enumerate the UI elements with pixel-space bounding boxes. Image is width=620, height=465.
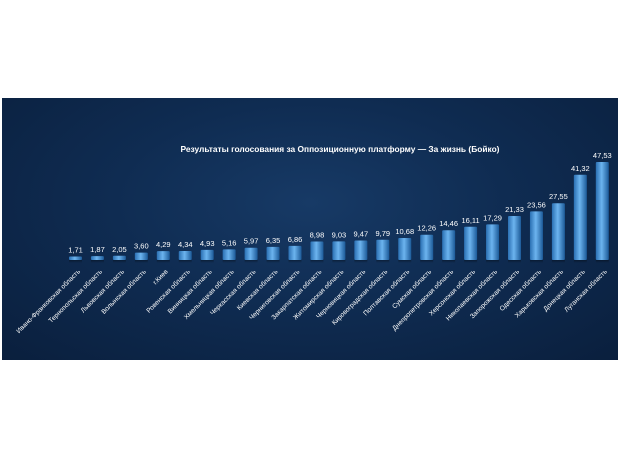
bar-21 [508, 216, 521, 260]
bar-shadow-7 [200, 260, 214, 263]
bar-shadow-11 [288, 260, 302, 263]
bar-22 [529, 211, 543, 260]
value-label-18: 14,46 [439, 219, 458, 228]
value-label-6: 4,34 [178, 240, 193, 249]
bar-shadow-6 [178, 260, 192, 263]
value-label-25: 47,53 [593, 151, 612, 160]
value-label-21: 21,33 [505, 205, 524, 214]
bar-shadow-22 [529, 260, 543, 263]
value-label-5: 4,29 [156, 240, 171, 249]
bar-shadow-1 [69, 260, 82, 263]
value-label-7: 4,93 [200, 239, 215, 248]
value-label-23: 27,55 [549, 192, 568, 201]
bar-23 [551, 203, 565, 260]
bar-25 [595, 162, 609, 260]
bar-shadow-18 [442, 260, 456, 263]
bar-shadow-25 [595, 260, 609, 263]
bar-18 [442, 230, 456, 260]
bar-shadow-2 [90, 260, 104, 263]
bar-12 [310, 241, 324, 260]
bar-8 [222, 249, 236, 260]
bar-5 [156, 251, 170, 260]
bar-17 [420, 234, 434, 260]
bar-14 [354, 240, 368, 260]
value-label-12: 8,98 [310, 230, 325, 239]
bar-2 [90, 256, 104, 260]
bar-shadow-23 [551, 260, 565, 263]
bar-shadow-10 [266, 260, 280, 263]
value-label-8: 5,16 [222, 238, 237, 247]
bar-shadow-14 [354, 260, 368, 263]
value-labels-group: 1,71 1,87 2,05 3,60 4,29 4,34 4,93 5,16 5,97 6,35… [68, 151, 611, 254]
bar-shadow-15 [376, 260, 390, 263]
bar-9 [244, 247, 258, 260]
tick-label-24: Донецкая область [542, 267, 588, 313]
tick-label-22: Одесская область [498, 267, 543, 312]
value-label-13: 9,03 [332, 230, 347, 239]
bar-1 [69, 256, 82, 260]
bar-4 [134, 252, 148, 260]
bar-shadow-16 [398, 260, 412, 263]
bar-shadow-12 [310, 260, 324, 263]
bar-3 [112, 255, 126, 260]
bar-20 [486, 224, 500, 260]
bar-15 [376, 239, 390, 260]
bar-chart: Результаты голосования за Оппозиционную … [15, 144, 612, 335]
value-label-1: 1,71 [68, 245, 83, 254]
bar-13 [332, 241, 346, 260]
tick-label-10: Киевская область [235, 267, 280, 312]
bar-shadow-20 [486, 260, 500, 263]
bar-shadow-5 [156, 260, 170, 263]
value-label-15: 9,79 [375, 229, 390, 238]
bars-group [69, 162, 609, 263]
chart-panel: Результаты голосования за Оппозиционную … [2, 98, 618, 360]
value-label-4: 3,60 [134, 242, 149, 251]
value-label-3: 2,05 [112, 245, 127, 254]
value-label-11: 6,86 [288, 235, 303, 244]
value-label-16: 10,68 [395, 227, 414, 236]
bar-7 [200, 249, 214, 260]
bar-24 [573, 174, 587, 260]
tick-label-25: Луганская область [563, 267, 609, 313]
bar-19 [464, 226, 478, 260]
bar-11 [288, 245, 302, 260]
bar-16 [398, 237, 412, 260]
bar-shadow-9 [244, 260, 258, 263]
chart-title: Результаты голосования за Оппозиционную … [181, 144, 500, 154]
value-label-2: 1,87 [90, 245, 105, 254]
bar-shadow-19 [464, 260, 478, 263]
bar-shadow-4 [134, 260, 148, 263]
value-label-10: 6,35 [266, 236, 281, 245]
bar-10 [266, 246, 280, 260]
value-label-9: 5,97 [244, 237, 259, 246]
tick-label-5: г.Киев [152, 268, 170, 286]
bar-6 [178, 251, 192, 260]
value-label-19: 16,11 [461, 216, 479, 225]
bar-shadow-3 [112, 260, 126, 263]
bar-shadow-21 [508, 260, 521, 263]
bar-shadow-24 [573, 260, 587, 263]
value-label-24: 41,32 [571, 164, 590, 173]
bar-shadow-13 [332, 260, 346, 263]
bar-shadow-17 [420, 260, 434, 263]
value-label-22: 23,56 [527, 200, 546, 209]
value-label-20: 17,29 [483, 213, 502, 222]
tick-label-17: Сумская область [390, 267, 433, 310]
bar-shadow-8 [222, 260, 236, 263]
value-label-17: 12,26 [417, 224, 436, 233]
value-label-14: 9,47 [354, 229, 369, 238]
